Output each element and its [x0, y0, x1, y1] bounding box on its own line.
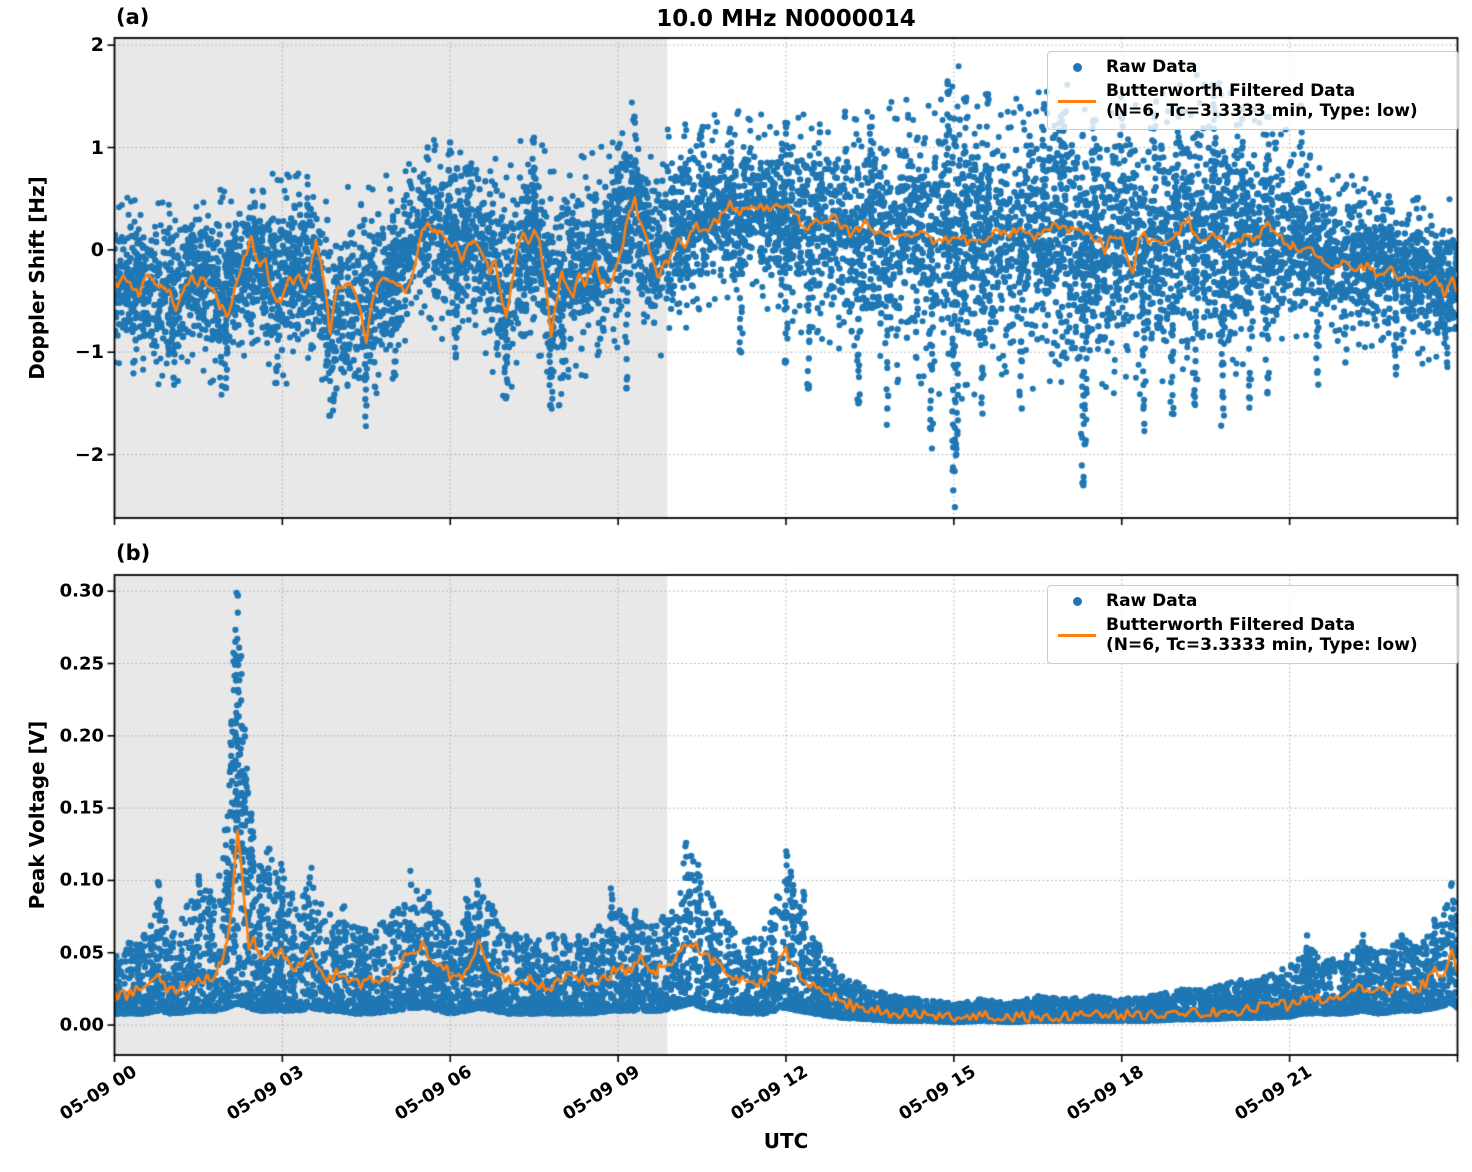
legend-filtered-label: Butterworth Filtered Data (N=6, Tc=3.333…: [1106, 81, 1452, 122]
y-tick-label: 0.10: [59, 869, 104, 891]
panel-b-label: (b): [116, 541, 151, 565]
panel-a-label: (a): [116, 5, 150, 29]
legend-filtered-label: Butterworth Filtered Data (N=6, Tc=3.333…: [1106, 615, 1452, 656]
legend-a: Raw Data Butterworth Filtered Data (N=6,…: [1047, 51, 1459, 131]
chart-title: 10.0 MHz N0000014: [656, 6, 916, 32]
y-tick-label: 0.00: [59, 1014, 104, 1036]
y-tick-label: 2: [90, 34, 104, 57]
legend-filtered-line2: (N=6, Tc=3.3333 min, Type: low): [1106, 101, 1418, 122]
y-tick-label: 0.20: [59, 725, 104, 747]
filtered-data-marker: [1048, 615, 1106, 656]
x-axis-label: UTC: [763, 1129, 809, 1153]
y-tick-label: −2: [74, 443, 104, 466]
y-tick-label: 0.15: [59, 797, 104, 819]
y-tick-label: 0: [90, 238, 104, 261]
y-tick-label: 0.25: [59, 653, 104, 674]
raw-data-marker: [1048, 591, 1106, 612]
raw-data-marker: [1048, 57, 1106, 78]
y-tick-label: 1: [90, 136, 104, 159]
raw-dot-icon: [1072, 62, 1082, 72]
filtered-data-marker: [1048, 81, 1106, 122]
y-tick-label: −1: [74, 341, 104, 364]
legend-filtered-line1: Butterworth Filtered Data: [1106, 614, 1356, 635]
y-tick-label: 0.05: [59, 942, 104, 964]
legend-raw-label: Raw Data: [1106, 57, 1198, 77]
legend-raw-label: Raw Data: [1106, 591, 1198, 611]
filtered-line-icon: [1058, 633, 1096, 638]
raw-dot-icon: [1072, 596, 1082, 606]
y-tick-label: 0.30: [59, 580, 104, 602]
legend-filtered-line1: Butterworth Filtered Data: [1106, 80, 1356, 101]
legend-b: Raw Data Butterworth Filtered Data (N=6,…: [1047, 585, 1459, 665]
filtered-line-icon: [1058, 99, 1096, 104]
legend-filtered-line2: (N=6, Tc=3.3333 min, Type: low): [1106, 635, 1418, 656]
